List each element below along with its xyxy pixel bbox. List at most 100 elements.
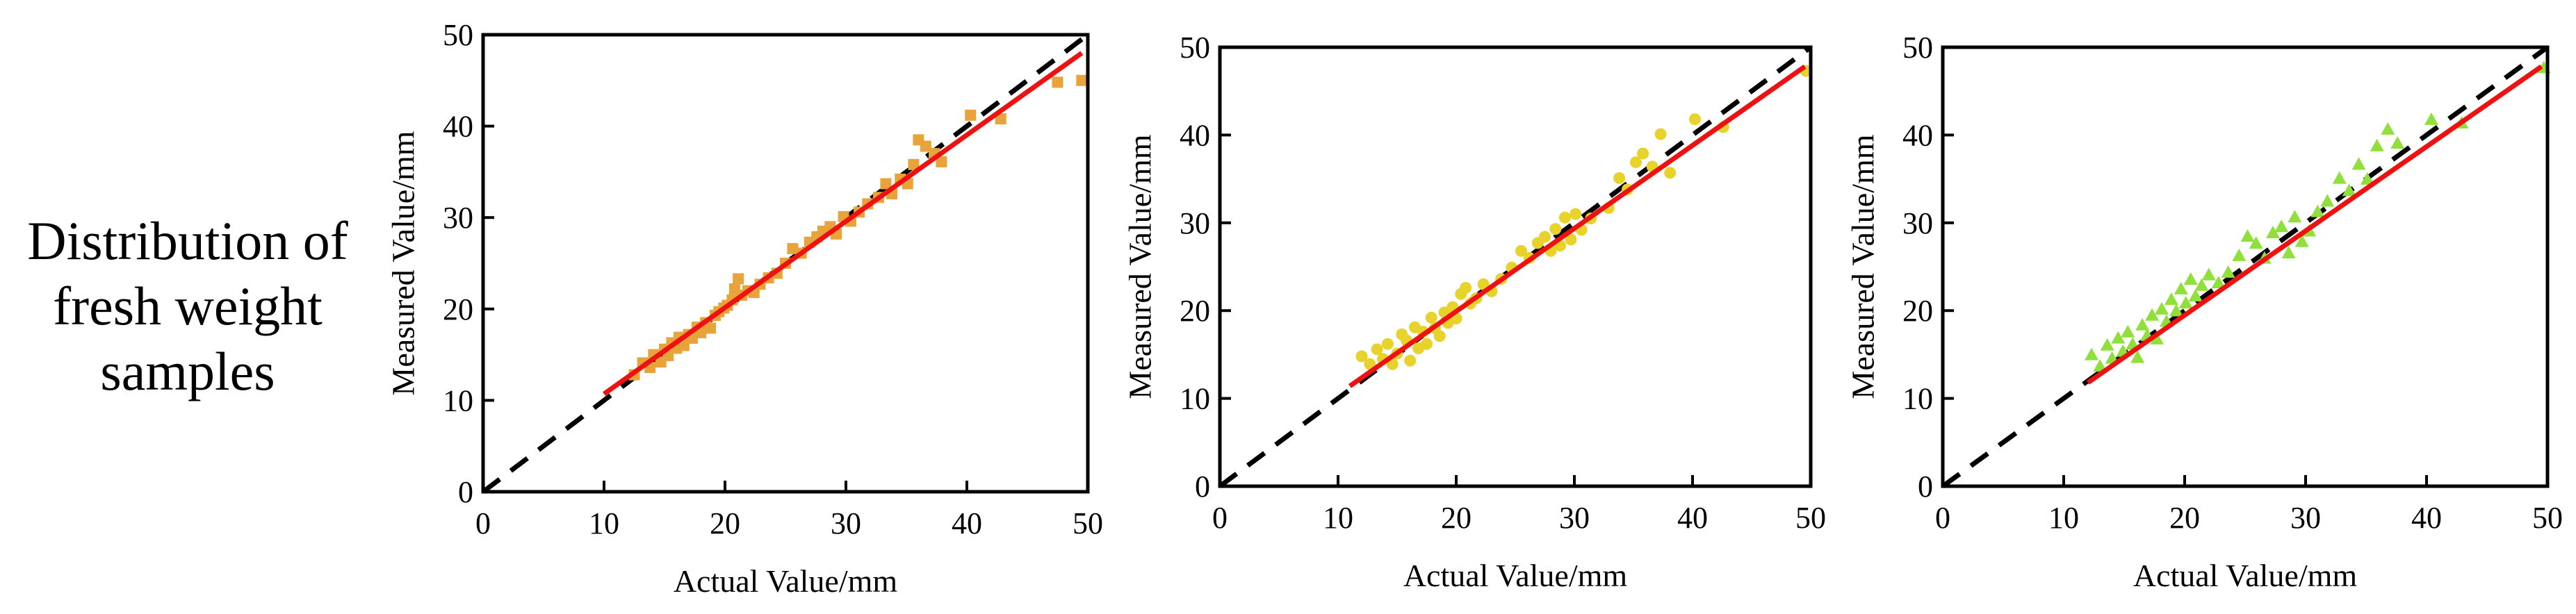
data-point bbox=[1629, 156, 1642, 169]
data-point bbox=[2274, 219, 2289, 233]
data-point bbox=[2424, 112, 2438, 125]
y-tick-label: 40 bbox=[1902, 118, 1933, 152]
x-tick-label: 0 bbox=[1935, 501, 1950, 535]
plot-frame bbox=[1941, 45, 2550, 488]
data-point bbox=[2370, 138, 2384, 151]
data-point bbox=[2201, 267, 2216, 281]
data-point bbox=[920, 140, 931, 152]
y-tick-label: 30 bbox=[1180, 206, 1210, 240]
data-point bbox=[2281, 246, 2296, 259]
data-point bbox=[1664, 167, 1677, 179]
data-point bbox=[880, 178, 892, 190]
data-point bbox=[2149, 331, 2164, 345]
y-tick-label: 0 bbox=[1195, 470, 1210, 504]
data-point bbox=[2145, 308, 2160, 321]
x-tick-label: 30 bbox=[1559, 501, 1590, 535]
y-tick-label: 0 bbox=[458, 475, 473, 509]
plot-frame bbox=[1218, 45, 1813, 488]
data-point bbox=[2288, 210, 2302, 223]
data-point bbox=[678, 340, 690, 351]
data-point bbox=[1076, 74, 1088, 86]
y-tick-label: 50 bbox=[1180, 31, 1210, 65]
identity-line bbox=[1941, 45, 2550, 488]
x-tick-label: 50 bbox=[1073, 506, 1103, 540]
data-point bbox=[2169, 304, 2183, 317]
y-axis-title: Measured Value/mm bbox=[1845, 134, 1881, 399]
x-axis-title: Actual Value/mm bbox=[2133, 558, 2358, 593]
y-tick-label: 50 bbox=[1902, 31, 1933, 65]
data-point bbox=[1052, 76, 1063, 88]
data-point bbox=[1565, 233, 1577, 246]
data-point bbox=[1381, 338, 1394, 350]
data-point bbox=[2178, 296, 2193, 309]
data-point bbox=[2164, 292, 2178, 306]
data-point bbox=[2111, 331, 2126, 344]
row-label: Distribution of fresh weight samples bbox=[0, 208, 375, 404]
x-tick-label: 10 bbox=[2048, 501, 2079, 535]
data-point bbox=[1637, 147, 1649, 160]
data-point bbox=[2342, 183, 2356, 197]
fit-line bbox=[602, 51, 1084, 397]
data-point bbox=[733, 273, 744, 285]
x-tick-label: 10 bbox=[1323, 501, 1353, 535]
data-point bbox=[965, 109, 977, 121]
data-point bbox=[1549, 223, 1562, 235]
scatter-chart-3: 0 10 20 30 40 50 0 10 20 30 40 50 Actual Value/mm Mea… bbox=[1845, 31, 2563, 593]
data-point bbox=[2351, 157, 2366, 170]
data-point bbox=[2121, 324, 2135, 338]
data-point bbox=[1654, 128, 1667, 140]
data-point bbox=[2135, 317, 2150, 331]
data-point bbox=[2093, 359, 2108, 372]
y-tick-label: 10 bbox=[1902, 382, 1933, 416]
data-point bbox=[2085, 347, 2099, 360]
scatter-chart-1: 0 10 20 30 40 50 0 10 20 30 40 50 Actual Value/mm Mea… bbox=[386, 18, 1104, 599]
data-point bbox=[2174, 281, 2188, 294]
data-point bbox=[2183, 272, 2198, 285]
scatter-chart-2: 0 10 20 30 40 50 0 10 20 30 40 50 Actual Value/mm Mea… bbox=[1123, 31, 1827, 593]
data-point bbox=[1460, 281, 1472, 294]
x-tick-label: 0 bbox=[1212, 501, 1228, 535]
y-tick-label: 30 bbox=[1902, 206, 1933, 240]
data-point bbox=[2320, 194, 2335, 207]
x-tick-label: 50 bbox=[2532, 501, 2563, 535]
data-point bbox=[1355, 350, 1368, 363]
fit-line bbox=[2086, 64, 2543, 385]
data-point bbox=[1425, 311, 1437, 324]
data-point bbox=[1477, 278, 1490, 290]
x-axis-title: Actual Value/mm bbox=[1403, 558, 1628, 593]
data-point bbox=[2266, 225, 2281, 238]
data-point bbox=[1613, 172, 1626, 184]
data-point bbox=[2294, 234, 2309, 247]
data-point bbox=[2310, 204, 2325, 217]
data-points bbox=[1355, 65, 1812, 370]
data-point bbox=[2194, 278, 2209, 291]
y-tick-label: 0 bbox=[1918, 470, 1933, 504]
data-point bbox=[1515, 244, 1527, 257]
data-point bbox=[2360, 172, 2374, 185]
x-tick-label: 30 bbox=[831, 506, 861, 540]
data-point bbox=[1558, 211, 1571, 224]
data-point bbox=[2390, 136, 2405, 149]
data-point bbox=[2232, 248, 2247, 261]
fit-line bbox=[1348, 64, 1807, 388]
y-tick-label: 20 bbox=[443, 292, 473, 326]
x-tick-label: 50 bbox=[1795, 501, 1826, 535]
data-point bbox=[787, 242, 799, 254]
data-point bbox=[2332, 171, 2347, 184]
data-point bbox=[1421, 338, 1433, 350]
y-tick-label: 10 bbox=[443, 383, 473, 417]
data-point bbox=[2211, 276, 2226, 289]
y-tick-label: 20 bbox=[1180, 294, 1210, 328]
x-tick-label: 30 bbox=[2290, 501, 2321, 535]
data-point bbox=[2100, 338, 2114, 351]
data-point bbox=[936, 156, 947, 167]
x-tick-label: 40 bbox=[1677, 501, 1708, 535]
y-axis-title: Measured Value/mm bbox=[1123, 134, 1158, 399]
data-point bbox=[2130, 350, 2145, 363]
data-point bbox=[2249, 236, 2263, 249]
data-points bbox=[628, 74, 1088, 381]
x-tick-label: 40 bbox=[2411, 501, 2442, 535]
x-tick-label: 20 bbox=[1441, 501, 1472, 535]
x-tick-label: 0 bbox=[475, 506, 491, 540]
data-point bbox=[2240, 229, 2255, 242]
